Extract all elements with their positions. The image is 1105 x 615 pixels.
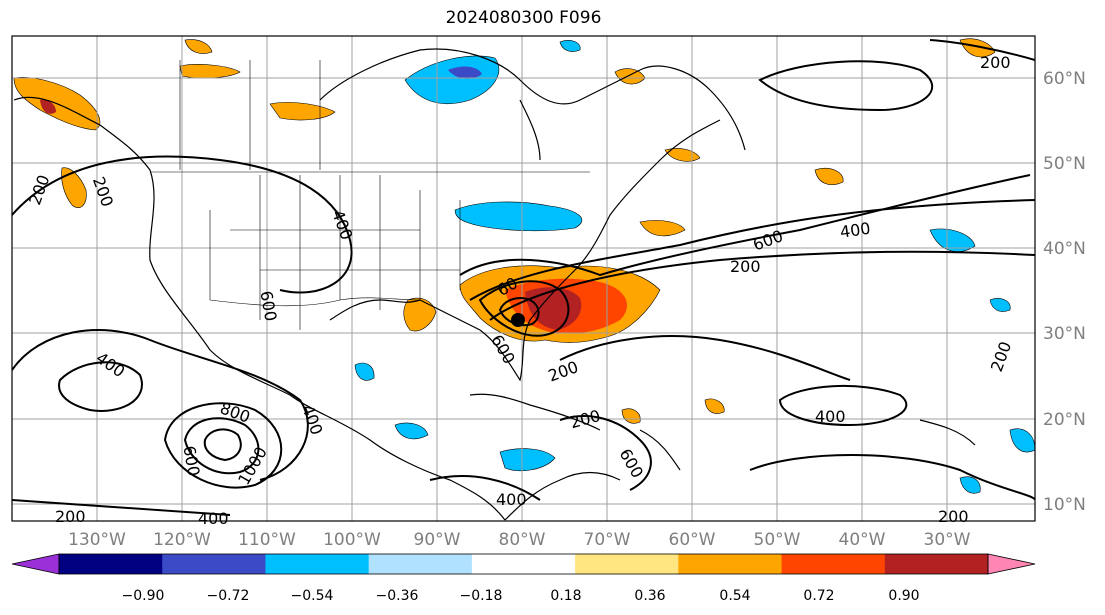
lat-label: 20°N	[1043, 410, 1086, 430]
lon-label: 80°W	[499, 530, 546, 550]
colorbar-tick-label: 0.18	[550, 588, 581, 604]
colorbar-extend-min	[11, 553, 60, 575]
positive-anomaly-region	[664, 148, 701, 162]
negative-anomaly-region	[354, 362, 375, 381]
low-center-marker	[511, 313, 525, 327]
latitude-labels: 60°N 50°N 40°N 30°N 20°N 10°N	[1043, 69, 1086, 515]
positive-anomaly-region	[814, 168, 844, 185]
lon-label: 40°W	[839, 530, 886, 550]
lon-label: 100°W	[323, 530, 381, 550]
positive-anomaly-region	[621, 408, 641, 424]
colorbar-segment	[575, 554, 679, 574]
contour-lines	[12, 39, 1035, 516]
lon-label: 60°W	[669, 530, 716, 550]
colorbar	[11, 553, 1036, 575]
positive-anomaly-region	[269, 102, 336, 121]
contour-label: 200	[55, 507, 86, 526]
contour-label: 200	[980, 53, 1011, 72]
colorbar-labels: −0.90 −0.72 −0.54 −0.36 −0.18 0.18 0.36 …	[122, 588, 920, 604]
positive-anomaly-region	[639, 220, 686, 237]
positive-anomaly-region	[184, 39, 213, 54]
colorbar-segment	[162, 554, 266, 574]
colorbar-tick-label: 0.36	[634, 588, 665, 604]
colorbar-tick-label: 0.54	[719, 588, 750, 604]
contour-label: 400	[496, 490, 527, 509]
negative-anomaly-region	[559, 40, 581, 52]
colorbar-segment	[265, 554, 370, 574]
colorbar-segment	[884, 554, 989, 574]
negative-anomaly-region	[989, 298, 1011, 312]
negative-anomaly-region	[929, 228, 976, 252]
plot-title: 2024080300 F096	[445, 8, 602, 28]
colorbar-tick-label: −0.90	[122, 588, 165, 604]
lon-label: 70°W	[584, 530, 631, 550]
colorbar-segment	[471, 554, 576, 574]
negative-anomaly-region	[959, 476, 981, 494]
lat-label: 60°N	[1043, 69, 1086, 89]
colorbar-segment	[781, 554, 886, 574]
negative-anomaly-region	[1009, 428, 1035, 453]
lat-label: 40°N	[1043, 239, 1086, 259]
negative-anomaly-region	[454, 201, 582, 232]
colorbar-tick-label: −0.54	[291, 588, 334, 604]
colorbar-segment	[368, 554, 473, 574]
lat-label: 10°N	[1043, 495, 1086, 515]
colorbar-tick-label: −0.18	[460, 588, 503, 604]
lon-label: 90°W	[414, 530, 461, 550]
colorbar-extend-max	[987, 553, 1036, 575]
colorbar-tick-label: −0.72	[207, 588, 250, 604]
lon-label: 110°W	[238, 530, 296, 550]
negative-anomaly-region	[448, 66, 482, 79]
colorbar-tick-label: −0.36	[376, 588, 419, 604]
lon-label: 30°W	[924, 530, 971, 550]
negative-anomaly-region	[394, 422, 429, 440]
contour-label: 200	[938, 507, 969, 526]
colorbar-tick-label: 0.90	[888, 588, 919, 604]
lon-label: 120°W	[153, 530, 211, 550]
contour-label: 200	[730, 257, 761, 276]
negative-anomaly-region	[499, 448, 556, 471]
positive-anomaly-region	[403, 297, 437, 332]
colorbar-segment	[678, 554, 783, 574]
lat-label: 30°N	[1043, 324, 1086, 344]
positive-anomaly-region	[40, 99, 56, 114]
contour-label: 400	[198, 509, 229, 528]
lon-label: 50°W	[754, 530, 801, 550]
colorbar-segment	[59, 554, 163, 574]
positive-anomaly-region	[704, 398, 725, 414]
lat-label: 50°N	[1043, 154, 1086, 174]
positive-anomaly-region	[959, 38, 996, 58]
lon-label: 130°W	[68, 530, 126, 550]
contour-label: 400	[815, 407, 846, 426]
colorbar-outline	[58, 553, 989, 575]
longitude-labels: 130°W 120°W 110°W 100°W 90°W 80°W 70°W 6…	[68, 530, 971, 550]
political-borders	[150, 60, 590, 330]
colorbar-tick-label: 0.72	[803, 588, 834, 604]
contour-label: 400	[839, 219, 872, 242]
map-frame	[11, 35, 1036, 522]
